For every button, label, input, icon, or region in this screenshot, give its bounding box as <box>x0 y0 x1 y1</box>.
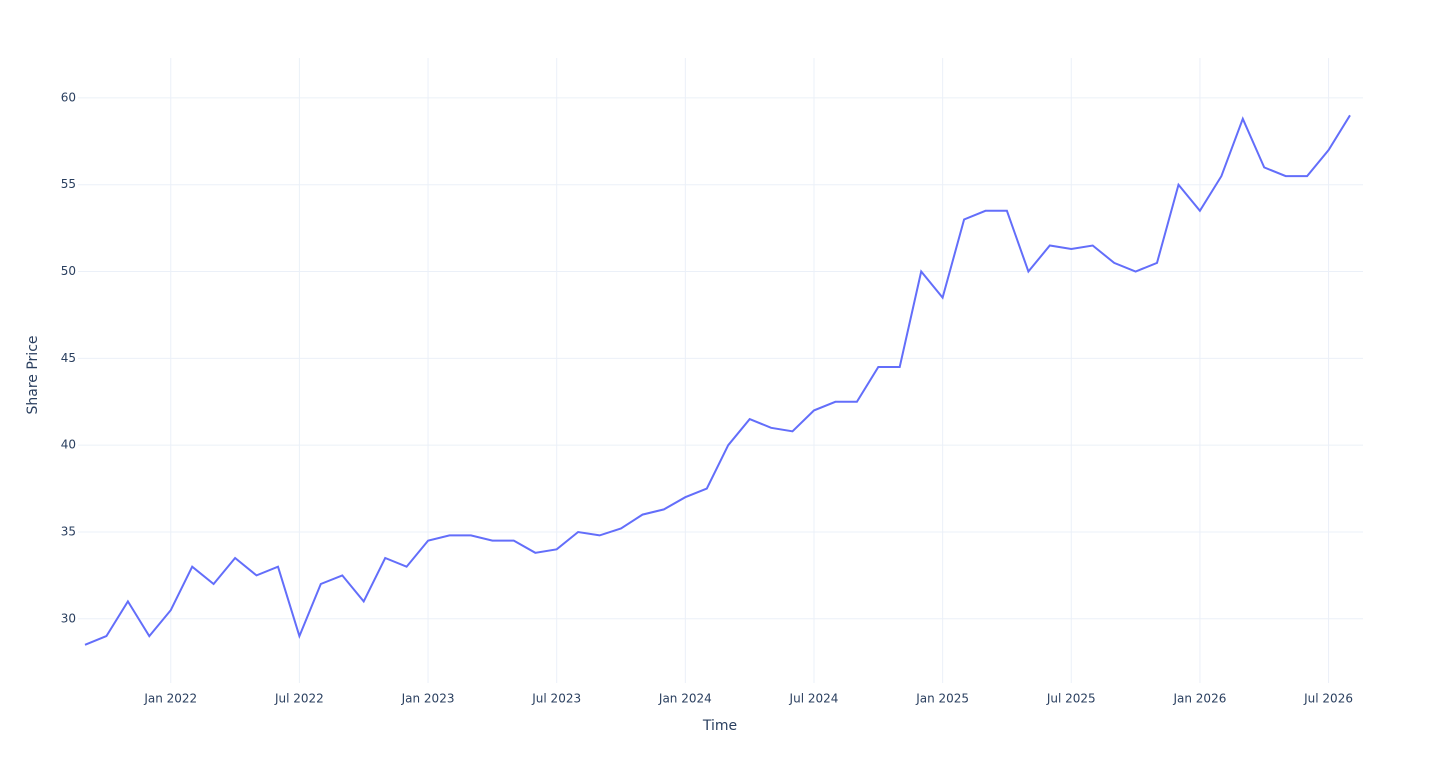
y-tick-label: 55 <box>61 177 76 191</box>
y-tick-label: 45 <box>61 351 76 365</box>
x-tick-label: Jul 2023 <box>531 692 581 706</box>
x-tick-label: Jul 2025 <box>1046 692 1096 706</box>
y-tick-label: 40 <box>61 438 76 452</box>
y-tick-label: 30 <box>61 611 76 625</box>
y-tick-label: 35 <box>61 524 76 538</box>
x-tick-label: Jan 2025 <box>915 692 969 706</box>
x-tick-label: Jul 2026 <box>1303 692 1353 706</box>
y-axis-label: Share Price <box>25 335 41 414</box>
x-axis-label: Time <box>702 718 737 734</box>
x-tick-label: Jan 2022 <box>143 692 197 706</box>
y-tick-label: 60 <box>61 90 76 104</box>
x-tick-label: Jul 2022 <box>274 692 324 706</box>
y-tick-label: 50 <box>61 264 76 278</box>
x-tick-label: Jan 2023 <box>401 692 455 706</box>
x-tick-label: Jan 2026 <box>1172 692 1226 706</box>
x-tick-label: Jan 2024 <box>658 692 712 706</box>
x-tick-label: Jul 2024 <box>789 692 839 706</box>
price-line <box>84 114 1351 646</box>
